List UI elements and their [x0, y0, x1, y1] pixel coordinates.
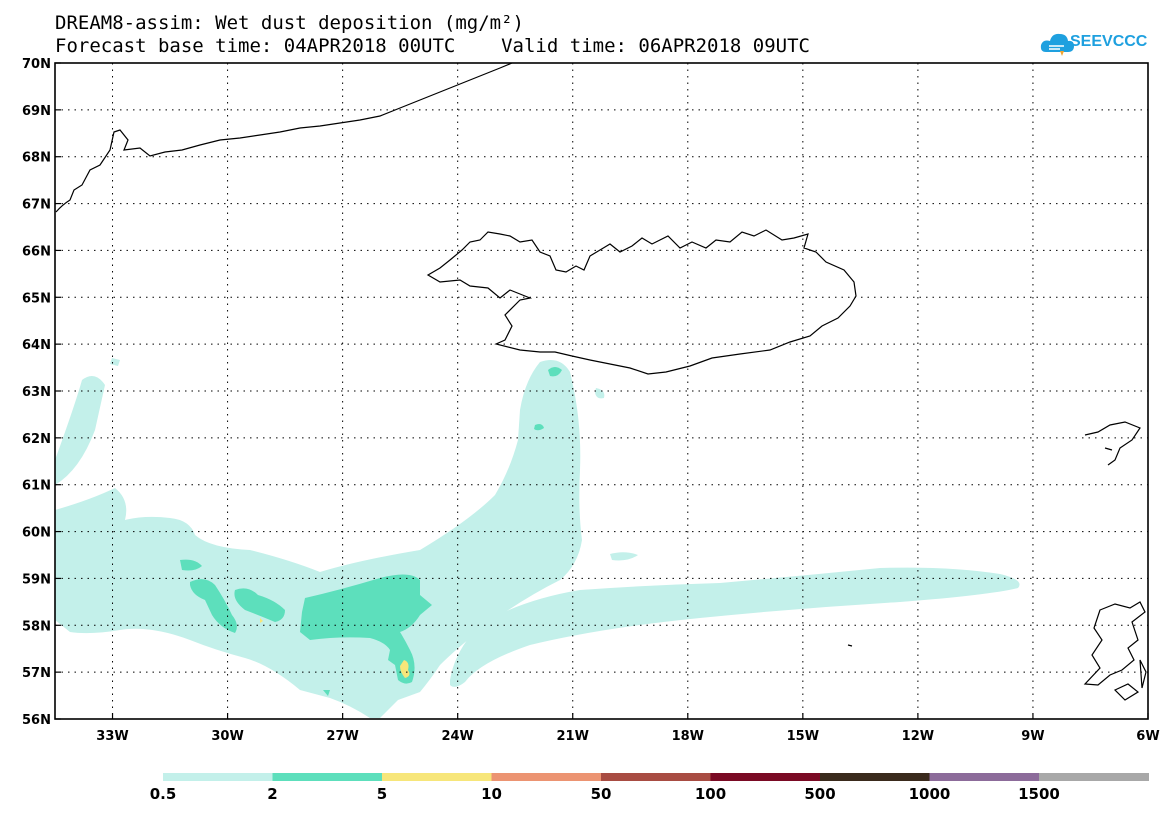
logo-text: SEEVCCC [1070, 33, 1148, 50]
deposition-class-0.5-2 [55, 358, 1020, 718]
lat-label: 56N [22, 713, 51, 728]
colorbar-swatch [929, 773, 1040, 781]
lon-label: 12W [902, 729, 934, 744]
lon-label: 9W [1021, 729, 1044, 744]
colorbar-swatch [163, 773, 273, 781]
lat-label: 61N [22, 479, 51, 494]
colorbar [163, 773, 1149, 781]
lon-label: 6W [1136, 729, 1159, 744]
longitude-labels: 33W 30W 27W 24W 21W 18W 15W 12W 9W 6W [96, 729, 1159, 744]
colorbar-label: 100 [694, 785, 727, 803]
axis-ticks [55, 62, 1149, 720]
lon-label: 30W [211, 729, 243, 744]
colorbar-label: 5 [376, 785, 388, 803]
lat-label: 66N [22, 244, 51, 259]
colorbar-label: 1000 [908, 785, 951, 803]
colorbar-label: 50 [590, 785, 612, 803]
colorbar-swatch [601, 773, 711, 781]
deposition-class-5-10 [260, 618, 410, 678]
map-title: DREAM8-assim: Wet dust deposition (mg/m²… [55, 12, 524, 34]
colorbar-label: 500 [804, 785, 836, 803]
lat-label: 69N [22, 104, 51, 119]
lat-label: 60N [22, 526, 51, 541]
latitude-labels: 56N 57N 58N 59N 60N 61N 62N 63N 64N 65N 66N 67N 68N 6… [22, 57, 51, 728]
forecast-times: Forecast base time: 04APR2018 00UTC Vali… [55, 35, 810, 57]
lon-label: 27W [326, 729, 358, 744]
colorbar-label: 10 [481, 785, 502, 803]
colorbar-swatch [491, 773, 602, 781]
lat-label: 62N [22, 432, 51, 447]
deposition-class-2-5 [180, 367, 562, 696]
lat-label: 59N [22, 572, 51, 587]
colorbar-label: 2 [267, 785, 278, 803]
lon-label: 33W [96, 729, 128, 744]
colorbar-swatch [820, 773, 930, 781]
lat-label: 58N [22, 619, 51, 634]
coastlines [55, 62, 1147, 701]
lon-label: 18W [672, 729, 704, 744]
lat-label: 64N [22, 338, 51, 353]
lat-label: 68N [22, 151, 51, 166]
cloud-icon [1040, 33, 1074, 56]
lon-label: 24W [441, 729, 473, 744]
colorbar-swatch [272, 773, 383, 781]
lat-label: 70N [22, 57, 51, 72]
lat-label: 67N [22, 198, 51, 213]
lat-label: 57N [22, 666, 51, 681]
graticule [55, 63, 1148, 719]
lon-label: 21W [557, 729, 589, 744]
lat-label: 63N [22, 385, 51, 400]
lon-label: 15W [787, 729, 819, 744]
lat-label: 65N [22, 291, 51, 306]
colorbar-label: 1500 [1018, 785, 1060, 803]
colorbar-swatch [382, 773, 492, 781]
colorbar-swatch [710, 773, 821, 781]
colorbar-swatch [1039, 773, 1149, 781]
colorbar-label: 0.5 [149, 785, 177, 803]
